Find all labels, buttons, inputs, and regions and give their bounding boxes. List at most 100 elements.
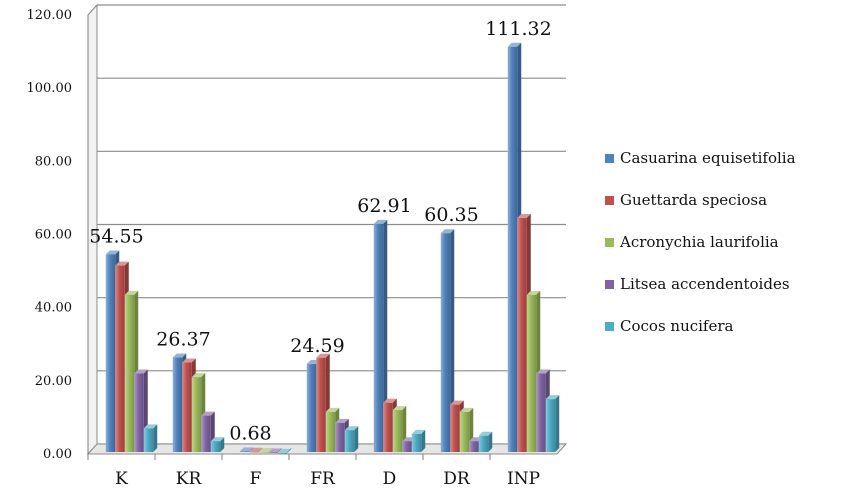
x-category-label: DR [443, 469, 471, 489]
bar-top [134, 369, 148, 374]
x-category-label: K [115, 469, 128, 489]
bar [239, 451, 250, 453]
bar-top [115, 261, 129, 266]
bar [268, 452, 278, 454]
bar-top [517, 214, 531, 219]
bar [249, 451, 259, 453]
bar-top [344, 426, 359, 431]
bar-side [383, 219, 388, 452]
bar-top [507, 42, 522, 47]
bar-top [335, 418, 349, 423]
bar [325, 411, 336, 452]
bar [440, 233, 451, 452]
data-label: 54.55 [89, 225, 143, 247]
bar-side [555, 395, 560, 452]
bar-top [545, 395, 560, 400]
bar [383, 402, 393, 452]
bar-top [105, 250, 120, 255]
legend-swatch [605, 238, 614, 247]
bar-side [268, 448, 273, 453]
bar [277, 452, 288, 454]
bar [450, 404, 460, 452]
bar [124, 294, 135, 452]
bar [182, 362, 192, 452]
bar-top [201, 411, 215, 416]
bars [105, 42, 560, 454]
bar-top [440, 229, 455, 234]
legend: Casuarina equisetifolia Guettarda specios… [605, 149, 796, 335]
bar-side [450, 229, 455, 452]
data-label: 24.59 [290, 335, 344, 357]
bar-top [172, 353, 187, 358]
x-category-label: INP [507, 469, 540, 489]
bar-top [191, 373, 206, 378]
bar [258, 452, 269, 453]
y-tick-label: 40.00 [35, 301, 72, 316]
bar-top [450, 400, 464, 405]
bar [469, 441, 479, 452]
x-category-label: F [250, 469, 262, 489]
legend-swatch [605, 196, 614, 205]
legend-label: Cocos nucifera [620, 317, 734, 335]
y-tick-label: 100.00 [27, 81, 73, 96]
bar [335, 422, 345, 452]
bar [115, 265, 125, 452]
bar [526, 294, 537, 452]
bar-top [383, 398, 397, 403]
y-tick-label: 80.00 [35, 154, 72, 169]
legend-label: Litsea accendentoides [620, 275, 790, 293]
data-label: 62.91 [357, 195, 411, 217]
bar [478, 435, 489, 452]
legend-label: Guettarda speciosa [620, 191, 767, 209]
bar [201, 415, 211, 452]
bar [536, 373, 546, 452]
bar-side [258, 447, 263, 452]
bar [134, 373, 144, 452]
bar-top [258, 448, 273, 453]
bar [402, 441, 412, 452]
legend-swatch [605, 280, 614, 289]
bar [143, 428, 154, 452]
bar-top [536, 369, 550, 374]
bar [392, 410, 403, 452]
data-label: 111.32 [485, 18, 551, 40]
legend-label: Casuarina equisetifolia [620, 149, 796, 167]
bar-top [411, 429, 426, 434]
y-tick-label: 20.00 [35, 374, 72, 389]
bar-side [287, 448, 292, 453]
legend-label: Acronychia laurifolia [619, 233, 779, 251]
bar [411, 433, 422, 452]
bar [105, 254, 116, 452]
x-category-label: FR [310, 469, 336, 489]
data-label: 60.35 [424, 204, 478, 226]
y-tick-label: 0.00 [43, 447, 72, 462]
bar-top [478, 431, 493, 436]
bar [191, 377, 202, 452]
bar-top [124, 290, 139, 295]
bar [344, 430, 355, 452]
bar [172, 357, 183, 452]
y-tick-label: 60.00 [35, 228, 72, 243]
bar-top [210, 437, 225, 442]
bar [459, 411, 470, 452]
bar-side [277, 448, 282, 453]
bar [517, 218, 527, 452]
bar-side [354, 426, 359, 452]
bar [373, 223, 384, 452]
bar-top [325, 407, 340, 412]
data-label: 0.68 [229, 423, 271, 445]
data-labels: 54.55 26.37 0.68 24.59 62.91 60.35 111.32 [89, 18, 551, 445]
bar-top [143, 424, 158, 429]
legend-swatch [605, 322, 614, 331]
bar-top [239, 447, 254, 452]
bar-side [421, 429, 426, 452]
x-category-label: KR [176, 469, 203, 489]
y-tick-label: 120.00 [27, 8, 73, 23]
bar [306, 364, 317, 452]
bar-side [153, 424, 158, 452]
data-label: 26.37 [156, 329, 210, 351]
legend-swatch [605, 154, 614, 163]
bar-top [392, 406, 407, 411]
x-category-label: D [383, 469, 397, 489]
